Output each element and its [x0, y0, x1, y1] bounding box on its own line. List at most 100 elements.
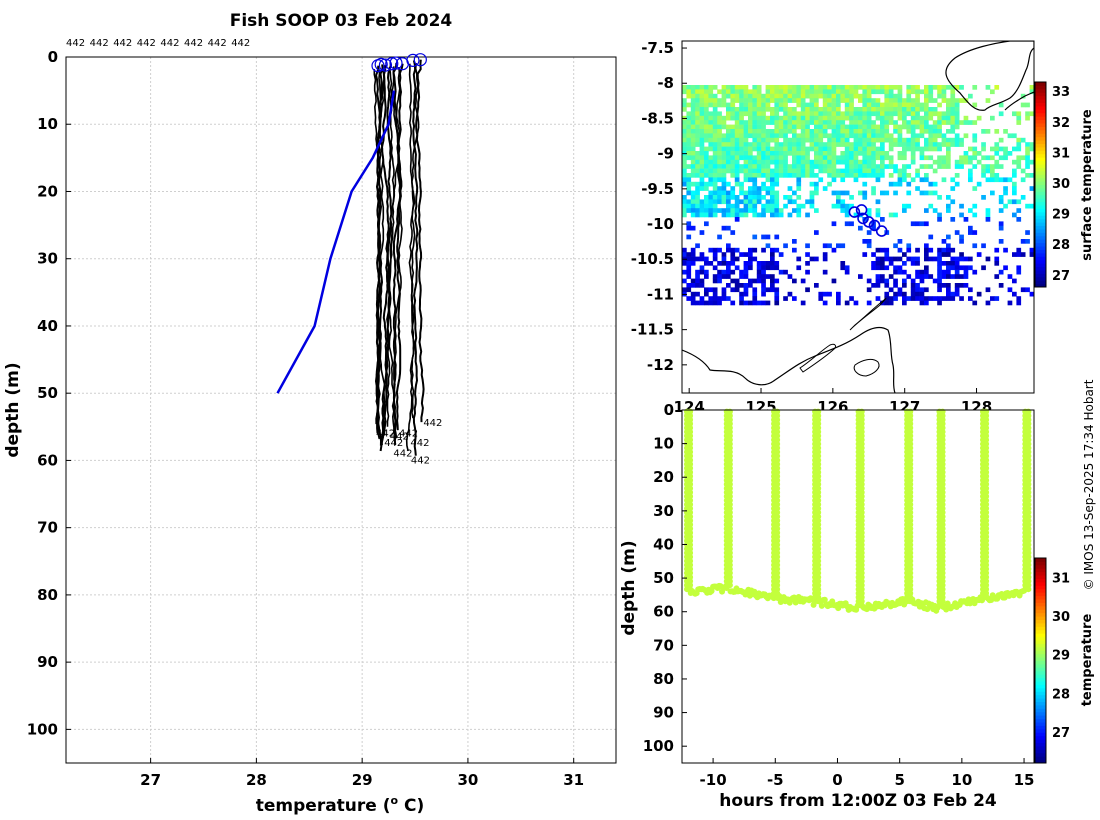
sst-cell [866, 93, 872, 99]
sst-cell [1003, 177, 1008, 183]
sst-cell [743, 199, 749, 205]
sst-cell [844, 146, 850, 152]
x-tick-label: 10 [951, 771, 972, 789]
sst-cell [774, 111, 780, 117]
sst-cell [1012, 190, 1017, 196]
sst-cell [946, 287, 951, 293]
sst-cell [717, 133, 722, 139]
sst-cell [937, 247, 942, 253]
sst-cell [774, 247, 780, 253]
sst-cell [774, 120, 780, 125]
sst-cell [976, 115, 982, 121]
sst-cell [699, 124, 705, 130]
sst-cell [783, 89, 788, 95]
sst-cell [853, 177, 859, 183]
sst-cell [818, 146, 824, 152]
sst-cell [695, 159, 700, 165]
sst-cell [752, 159, 758, 165]
sst-cell [739, 300, 744, 306]
sst-cell [761, 146, 766, 152]
sst-cell [906, 243, 912, 249]
sst-cell [708, 129, 714, 134]
sst-cell [778, 98, 784, 103]
sst-cell [902, 151, 907, 156]
sst-cell [761, 159, 766, 165]
sst-cell [985, 287, 991, 293]
sst-cell [910, 133, 916, 139]
sst-cell [730, 278, 736, 284]
sst-cell [884, 124, 890, 130]
sst-cell [717, 186, 722, 191]
sst-cell [963, 159, 969, 165]
lat-tick-label: -8.5 [641, 109, 674, 127]
sst-cell [743, 208, 749, 213]
sst-cell [805, 124, 810, 130]
sst-cell [690, 89, 696, 95]
colorbar-segment [1035, 561, 1046, 566]
sst-cell [1003, 151, 1008, 156]
sst-cell [717, 120, 722, 125]
sst-cell [866, 120, 872, 125]
y-tick-label: 0 [664, 401, 674, 419]
sst-cell [919, 155, 925, 161]
sst-cell [778, 115, 784, 121]
sst-cell [682, 133, 687, 139]
sst-cell [844, 129, 850, 134]
sst-cell [963, 283, 969, 288]
sst-cell [919, 274, 925, 279]
sst-cell [910, 120, 916, 125]
sst-cell [937, 89, 942, 95]
sst-cell [748, 256, 753, 262]
sst-cell [818, 155, 824, 161]
sst-cell [761, 300, 766, 306]
sst-cell [866, 300, 872, 306]
y-tick-label: 10 [653, 435, 674, 453]
sst-cell [875, 164, 881, 169]
sst-cell [858, 168, 863, 174]
sst-cell [937, 287, 942, 293]
sst-cell [726, 107, 731, 112]
sst-cell [796, 203, 802, 209]
sst-cell [946, 269, 951, 275]
sst-cell [928, 181, 934, 187]
sst-cell [748, 265, 753, 271]
sst-cell [778, 124, 784, 130]
sst-cell [849, 151, 854, 156]
sst-cell [880, 278, 885, 284]
sst-cell [686, 181, 692, 187]
sst-cell [699, 107, 705, 112]
sst-cell [695, 137, 700, 143]
sst-cell [814, 85, 819, 90]
sst-cell [699, 120, 705, 125]
sst-cell [712, 168, 718, 174]
sst-cell [871, 142, 876, 147]
sst-cell [862, 89, 868, 95]
sst-cell [932, 159, 938, 165]
sst-cell [1007, 177, 1013, 183]
sst-cell [840, 133, 846, 139]
sst-cell [704, 146, 709, 152]
sst-cell [858, 115, 863, 121]
sst-cell [910, 124, 916, 130]
sst-cell [682, 208, 687, 213]
sst-cell [739, 208, 744, 213]
sst-cell [937, 115, 942, 121]
sst-cell [730, 208, 736, 213]
sst-cell [836, 137, 841, 143]
sst-cell [761, 137, 766, 143]
sst-cell [730, 230, 736, 235]
x-tick-label: -5 [767, 771, 784, 789]
sst-cell [770, 265, 775, 271]
sst-cell [752, 208, 758, 213]
sst-cell [752, 102, 758, 108]
colorbar-tick-label: 33 [1052, 85, 1070, 100]
sst-cell [884, 120, 890, 125]
sst-cell [976, 151, 982, 156]
sst-cell [844, 85, 850, 90]
colorbar-segment [1035, 691, 1046, 696]
sst-cell [704, 124, 709, 130]
sst-cell [880, 146, 885, 152]
sst-cell [954, 124, 960, 130]
sst-cell [906, 89, 912, 95]
sst-cell [1012, 146, 1017, 152]
